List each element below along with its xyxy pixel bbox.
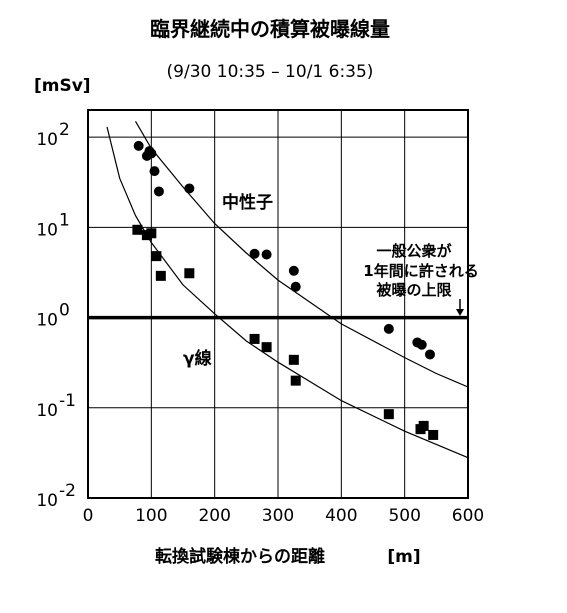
x-tick-label: 600 xyxy=(452,506,484,526)
reference-label-line-2: 1年間に許される xyxy=(363,262,478,280)
neutron-point xyxy=(425,349,435,360)
neutron-point xyxy=(290,281,301,292)
y-tick-exponent: 0 xyxy=(59,301,70,321)
reference-label-line-1: 一般公衆が xyxy=(376,242,452,260)
y-tick-label: 10 xyxy=(36,401,58,421)
gamma-point xyxy=(249,333,260,344)
x-tick-label: 400 xyxy=(325,506,357,526)
neutron-point xyxy=(416,339,427,350)
fit-curves xyxy=(106,120,469,459)
gamma-point xyxy=(418,420,429,431)
x-axis-unit: [m] xyxy=(387,547,420,567)
gamma-point xyxy=(155,270,166,281)
gamma-point xyxy=(132,224,143,235)
y-tick-exponent: 1 xyxy=(59,210,70,230)
y-tick-label: 10 xyxy=(36,491,58,511)
series-label-gamma: γ線 xyxy=(183,348,212,369)
gamma-point xyxy=(151,251,162,262)
chart-subtitle: (9/30 10:35 – 10/1 6:35) xyxy=(167,62,374,82)
neutron-point xyxy=(383,323,394,334)
neutron-point xyxy=(149,166,160,177)
series-label-neutron: 中性子 xyxy=(222,192,273,213)
fit-curve-2 xyxy=(106,126,469,459)
neutron-point xyxy=(153,186,164,197)
x-tick-label: 200 xyxy=(198,506,230,526)
neutron-point xyxy=(146,148,157,159)
y-tick-exponent: -2 xyxy=(59,481,76,501)
chart-title: 臨界継続中の積算被曝線量 xyxy=(150,17,390,41)
gamma-point xyxy=(383,409,394,420)
x-tick-label: 100 xyxy=(135,506,167,526)
gamma-point xyxy=(184,268,195,279)
y-tick-exponent: -1 xyxy=(59,391,76,411)
x-tick-label: 300 xyxy=(262,506,294,526)
neutron-point xyxy=(288,265,299,276)
neutron-point xyxy=(261,249,272,260)
gamma-point xyxy=(288,354,299,365)
x-tick-label: 0 xyxy=(83,506,94,526)
neutron-point xyxy=(249,248,260,259)
neutron-point xyxy=(133,140,144,151)
y-tick-exponent: 2 xyxy=(59,120,70,140)
gamma-point xyxy=(146,228,157,239)
data-points xyxy=(132,140,439,440)
gamma-point xyxy=(290,375,301,386)
gamma-point xyxy=(428,429,439,440)
y-axis-unit: [mSv] xyxy=(34,76,91,96)
y-tick-label: 10 xyxy=(36,220,58,240)
neutron-point xyxy=(184,183,195,194)
x-axis-label: 転換試験棟からの距離 xyxy=(155,546,325,567)
reference-arrowhead xyxy=(456,309,464,316)
y-tick-label: 10 xyxy=(36,130,58,150)
x-tick-label: 500 xyxy=(388,506,420,526)
gamma-point xyxy=(261,342,272,353)
y-tick-label: 10 xyxy=(36,311,58,331)
reference-label-line-3: 被曝の上限 xyxy=(376,281,451,299)
grid xyxy=(88,110,468,498)
fit-curve-1 xyxy=(134,120,469,388)
x-tick-labels: 0 100 200 300 400 500 600 xyxy=(83,506,485,526)
plot-frame xyxy=(87,109,469,499)
